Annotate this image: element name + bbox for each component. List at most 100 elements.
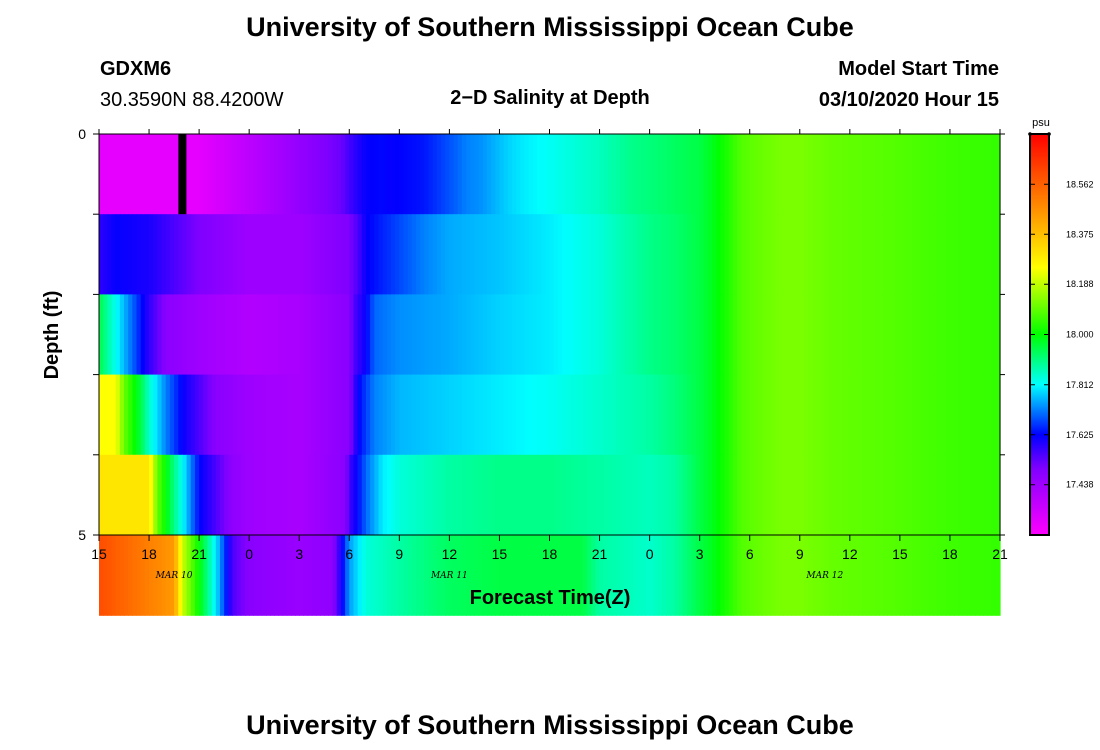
heatmap-cell: [666, 374, 672, 456]
heatmap-cell: [274, 535, 279, 616]
heatmap-cell: [682, 535, 688, 616]
heatmap-cell: [607, 374, 613, 456]
heatmap-cell: [674, 294, 680, 376]
heatmap-cell: [720, 134, 726, 215]
heatmap-cell: [703, 134, 709, 215]
heatmap-cell: [536, 134, 542, 215]
heatmap-cell: [695, 294, 701, 376]
depth-row-5: [99, 535, 1001, 616]
heatmap-cell: [511, 214, 517, 295]
heatmap-cell: [666, 454, 672, 536]
heatmap-cell: [795, 294, 801, 376]
heatmap-cell: [345, 294, 350, 376]
colorbar-tick-label: 18.188: [1066, 279, 1094, 289]
heatmap-cell: [612, 294, 617, 376]
heatmap-cell: [799, 214, 805, 295]
heatmap-cell: [232, 294, 238, 376]
heatmap-cell: [357, 535, 363, 616]
heatmap-cell: [883, 214, 888, 295]
heatmap-cell: [132, 294, 138, 376]
heatmap-cell: [311, 374, 317, 456]
heatmap-cell: [149, 214, 154, 295]
heatmap-cell: [874, 535, 880, 616]
heatmap-cell: [945, 214, 951, 295]
heatmap-cell: [282, 214, 288, 295]
heatmap-cell: [966, 535, 972, 616]
heatmap-cell: [282, 134, 288, 215]
heatmap-cell: [470, 294, 476, 376]
heatmap-cell: [674, 535, 680, 616]
heatmap-cell: [833, 454, 838, 536]
heatmap-cell: [290, 374, 296, 456]
heatmap-cell: [324, 134, 330, 215]
heatmap-cell: [274, 374, 279, 456]
heatmap-cell: [411, 214, 417, 295]
heatmap-cell: [478, 214, 484, 295]
heatmap-cell: [236, 535, 242, 616]
heatmap-cell: [353, 214, 359, 295]
heatmap-cell: [174, 294, 179, 376]
heatmap-cell: [445, 294, 450, 376]
heatmap-cell: [841, 214, 847, 295]
heatmap-cell: [578, 134, 584, 215]
heatmap-cell: [103, 535, 108, 616]
heatmap-cell: [883, 454, 888, 536]
heatmap-cell: [457, 454, 463, 536]
heatmap-cell: [182, 535, 188, 616]
heatmap-cell: [232, 134, 238, 215]
heatmap-cell: [482, 134, 488, 215]
heatmap-cell: [320, 134, 325, 215]
heatmap-cell: [912, 214, 918, 295]
heatmap-cell: [516, 294, 521, 376]
heatmap-cell: [303, 214, 309, 295]
heatmap-cell: [895, 374, 901, 456]
heatmap-cell: [691, 134, 697, 215]
heatmap-cell: [336, 294, 342, 376]
heatmap-cell: [520, 214, 526, 295]
heatmap-cell: [536, 294, 542, 376]
heatmap-cell: [632, 454, 638, 536]
heatmap-cell: [849, 454, 855, 536]
heatmap-cell: [708, 134, 713, 215]
heatmap-cell: [357, 134, 363, 215]
y-axis-label: Depth (ft): [41, 291, 63, 380]
heatmap-cell: [299, 214, 304, 295]
heatmap-cell: [249, 454, 254, 536]
heatmap-cell: [916, 214, 922, 295]
date-label: MAR 10: [155, 571, 193, 581]
heatmap-cell: [345, 134, 350, 215]
heatmap-cell: [307, 454, 313, 536]
heatmap-cell: [762, 134, 768, 215]
heatmap-cell: [495, 134, 501, 215]
heatmap-cell: [649, 214, 655, 295]
heatmap-cell: [274, 214, 279, 295]
heatmap-cell: [778, 535, 784, 616]
heatmap-cell: [628, 454, 634, 536]
x-tick-label: 9: [395, 546, 403, 562]
heatmap-cell: [620, 535, 626, 616]
heatmap-cell: [962, 214, 968, 295]
heatmap-cell: [282, 454, 288, 536]
heatmap-cell: [153, 454, 158, 536]
heatmap-cell: [924, 294, 930, 376]
heatmap-cell: [111, 535, 117, 616]
heatmap-cell: [315, 535, 321, 616]
heatmap-cell: [833, 134, 838, 215]
heatmap-cell: [265, 374, 271, 456]
heatmap-cell: [562, 294, 567, 376]
heatmap-cell: [386, 454, 392, 536]
heatmap-cell: [599, 134, 605, 215]
heatmap-cell: [916, 294, 922, 376]
heatmap-cell: [215, 214, 221, 295]
heatmap-cell: [762, 454, 768, 536]
heatmap-cell: [591, 374, 596, 456]
heatmap-cell: [107, 454, 113, 536]
heatmap-cell: [499, 374, 505, 456]
heatmap-cell: [691, 294, 697, 376]
heatmap-cell: [270, 535, 275, 616]
heatmap-cell: [724, 535, 730, 616]
heatmap-cell: [186, 294, 192, 376]
heatmap-cell: [253, 454, 259, 536]
heatmap-cell: [691, 454, 697, 536]
heatmap-cell: [270, 134, 275, 215]
